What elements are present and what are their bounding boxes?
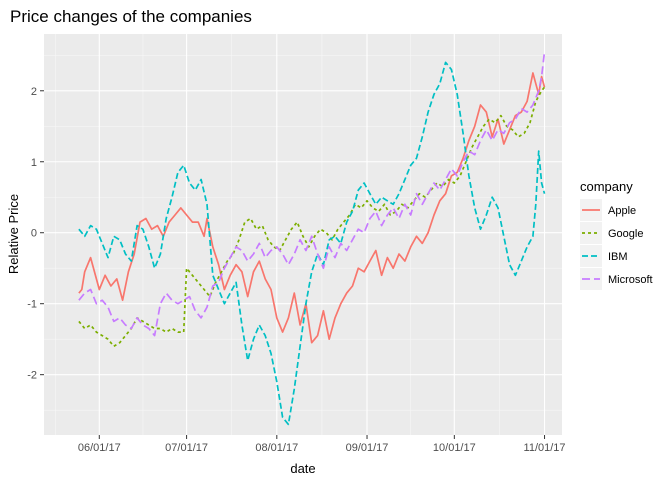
x-tick-label: 10/01/17 [433,442,476,454]
x-axis: 06/01/17 07/01/17 08/01/17 09/01/17 10/01/17… [78,435,566,454]
chart-title: Price changes of the companies [10,7,252,26]
y-tick-label: -1 [27,299,37,311]
x-axis-label: date [290,461,315,476]
plot-panel [44,34,562,435]
x-tick-label: 09/01/17 [346,442,389,454]
y-tick-label: 0 [31,228,37,240]
y-tick-label: -2 [27,370,37,382]
series-line-microsoft [78,51,546,337]
y-tick-label: 2 [31,86,37,98]
x-tick-label: 08/01/17 [255,442,298,454]
series-line-apple [78,72,546,344]
legend-label-apple: Apple [608,205,636,217]
legend: company Apple Google IBM Microsoft [580,179,653,290]
series-line-google [78,86,546,348]
x-tick-label: 07/01/17 [165,442,208,454]
legend-label-ibm: IBM [608,251,628,263]
legend-label-microsoft: Microsoft [608,274,653,286]
y-axis-label: Relative Price [6,194,21,274]
legend-title: company [580,179,633,194]
legend-key-microsoft [580,268,602,290]
x-tick-label: 11/01/17 [524,442,566,454]
y-tick-label: 1 [31,157,37,169]
legend-label-google: Google [608,228,643,240]
series-layer [78,51,546,426]
x-tick-label: 06/01/17 [78,442,121,454]
y-axis: -2 -1 0 1 2 [27,86,44,382]
grid-lines [44,34,562,435]
